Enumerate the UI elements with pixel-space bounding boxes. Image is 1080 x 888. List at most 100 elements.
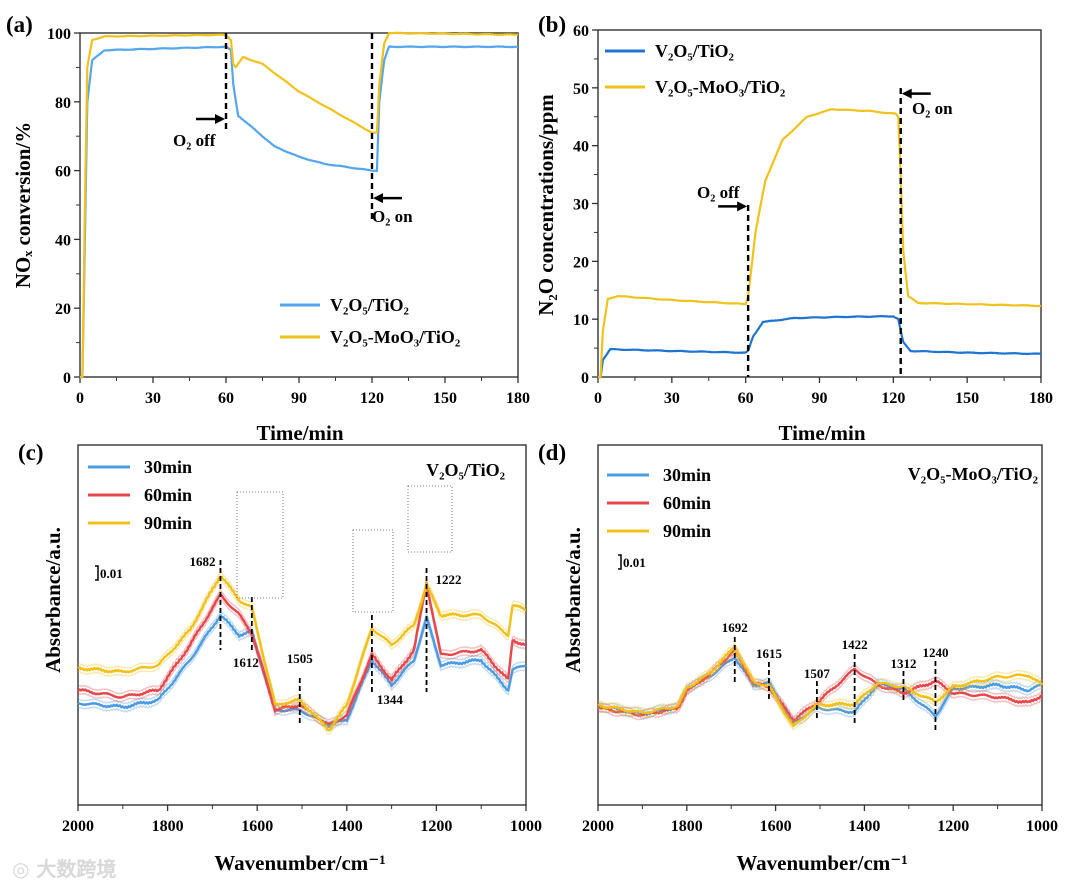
annotation-label: O₂ on — [912, 99, 953, 118]
legend-label: V₂O₅/TiO₂ — [330, 295, 409, 315]
arrow-head-icon — [215, 114, 225, 124]
y-tick-label: 50 — [573, 81, 589, 98]
series-faint-line — [597, 643, 1043, 720]
x-tick-label: 1600 — [760, 818, 792, 835]
x-tick-label: 1200 — [420, 818, 452, 835]
x-tick-label: 1000 — [510, 818, 542, 835]
series-line-0 — [77, 614, 527, 728]
panel-label: (d) — [538, 440, 566, 465]
x-axis-title: Time/min — [778, 421, 865, 445]
panel-label: (b) — [538, 12, 566, 37]
y-tick-label: 0 — [63, 370, 71, 387]
y-tick-label: 100 — [47, 26, 71, 43]
peak-label: 1692 — [722, 620, 748, 635]
series-line-2 — [597, 645, 1044, 728]
y-tick-label: 10 — [573, 312, 589, 329]
x-tick-label: 2000 — [582, 818, 614, 835]
y-axis-title: Absorbance/a.u. — [561, 527, 585, 673]
watermark-logo: ◎ 大数跨境 — [12, 857, 116, 881]
series-faint-line — [597, 649, 1043, 732]
series-line-1 — [597, 108, 1042, 379]
x-tick-label: 60 — [738, 390, 754, 407]
x-tick-label: 1600 — [241, 818, 273, 835]
scale-bar-icon — [95, 565, 99, 581]
series-faint-line — [597, 641, 1043, 724]
chart-panel-c: (c) 2000 1800 1600 1400 1200 1000 Wavenumber/cm… — [18, 440, 542, 875]
peak-label: 1612 — [233, 655, 259, 670]
legend-label: 30min — [663, 465, 711, 485]
arrow-head-icon — [737, 201, 748, 212]
legend-label: 60min — [663, 493, 711, 513]
x-tick-label: 180 — [506, 390, 530, 407]
peak-label: 1344 — [377, 692, 404, 707]
panel-label: (c) — [18, 440, 44, 465]
series-line-0 — [597, 314, 1042, 379]
series-line-2 — [77, 575, 527, 732]
y-tick-label: 20 — [55, 301, 71, 318]
x-tick-label: 30 — [145, 390, 161, 407]
panel-label: (a) — [6, 12, 33, 37]
x-tick-label: 0 — [594, 390, 602, 407]
arrow-head-icon — [373, 193, 383, 204]
x-axis-title: Time/min — [256, 421, 343, 445]
annotation-label: O₂ off — [697, 183, 740, 202]
x-tick-label: 90 — [291, 390, 307, 407]
peak-label: 1505 — [287, 651, 314, 666]
chart-panel-d: (d) 2000 1800 1600 1400 1200 1000 Wavenumber/cm… — [538, 440, 1058, 875]
x-tick-label: 120 — [881, 390, 905, 407]
y-tick-label: 80 — [55, 95, 71, 112]
x-tick-label: 150 — [955, 390, 979, 407]
inset-box — [352, 529, 394, 613]
x-tick-label: 150 — [433, 390, 457, 407]
peak-label: 1682 — [189, 554, 215, 569]
y-axis-title: Absorbance/a.u. — [41, 527, 65, 673]
legend-label: V₂O₅-MoO₃/TiO₂ — [330, 327, 460, 347]
scale-bar-icon — [618, 554, 622, 570]
legend-label: V₂O₅-MoO₃/TiO₂ — [655, 77, 785, 97]
annotation-label: O₂ on — [372, 207, 413, 226]
peak-label: 1240 — [922, 645, 948, 660]
x-axis-title: Wavenumber/cm⁻¹ — [736, 851, 907, 875]
series-faint-line — [597, 661, 1043, 728]
y-tick-label: 60 — [573, 23, 589, 40]
x-tick-label: 180 — [1029, 390, 1053, 407]
annotation-label: O₂ off — [173, 131, 216, 150]
peak-label: 1615 — [756, 646, 783, 661]
x-tick-label: 1400 — [331, 818, 363, 835]
legend-label: 90min — [144, 513, 192, 533]
peak-label: 1312 — [890, 656, 916, 671]
x-tick-label: 120 — [360, 390, 384, 407]
y-axis-title: NOₓ conversion/% — [11, 122, 35, 288]
x-tick-label: 1800 — [152, 818, 184, 835]
x-tick-label: 2000 — [62, 818, 94, 835]
sample-title: V₂O₅-MoO₃/TiO₂ — [908, 464, 1038, 484]
x-axis-title: Wavenumber/cm⁻¹ — [214, 851, 385, 875]
series-faint-line — [77, 586, 527, 729]
series-line-1 — [77, 581, 527, 725]
chart-panel-b: (b) 0 30 60 90 120 150 180 0 10 20 30 40 50 60 Time/min… — [534, 12, 1053, 445]
x-tick-label: 1400 — [848, 818, 880, 835]
series-faint-line — [77, 571, 527, 728]
legend-label: 30min — [144, 457, 192, 477]
series-line-1 — [79, 31, 519, 379]
y-axis-title: N₂O concentrations/ppm — [534, 94, 558, 316]
x-tick-label: 0 — [76, 390, 84, 407]
y-tick-label: 0 — [581, 370, 589, 387]
x-tick-label: 1200 — [937, 818, 969, 835]
legend-label: 90min — [663, 521, 711, 541]
peak-label: 1507 — [804, 666, 831, 681]
plot-frame — [79, 32, 519, 378]
y-tick-label: 20 — [573, 254, 589, 271]
y-tick-label: 40 — [55, 232, 71, 249]
y-tick-label: 30 — [573, 197, 589, 214]
peak-label: 1222 — [436, 572, 462, 587]
arrow-head-icon — [901, 88, 912, 99]
legend-label: 60min — [144, 485, 192, 505]
series-faint-line — [77, 617, 527, 732]
peak-label: 1422 — [842, 637, 868, 652]
x-tick-label: 1000 — [1026, 818, 1058, 835]
series-line-0 — [79, 45, 518, 379]
inset-box — [236, 491, 284, 599]
x-tick-label: 30 — [664, 390, 680, 407]
y-tick-label: 40 — [573, 139, 589, 156]
